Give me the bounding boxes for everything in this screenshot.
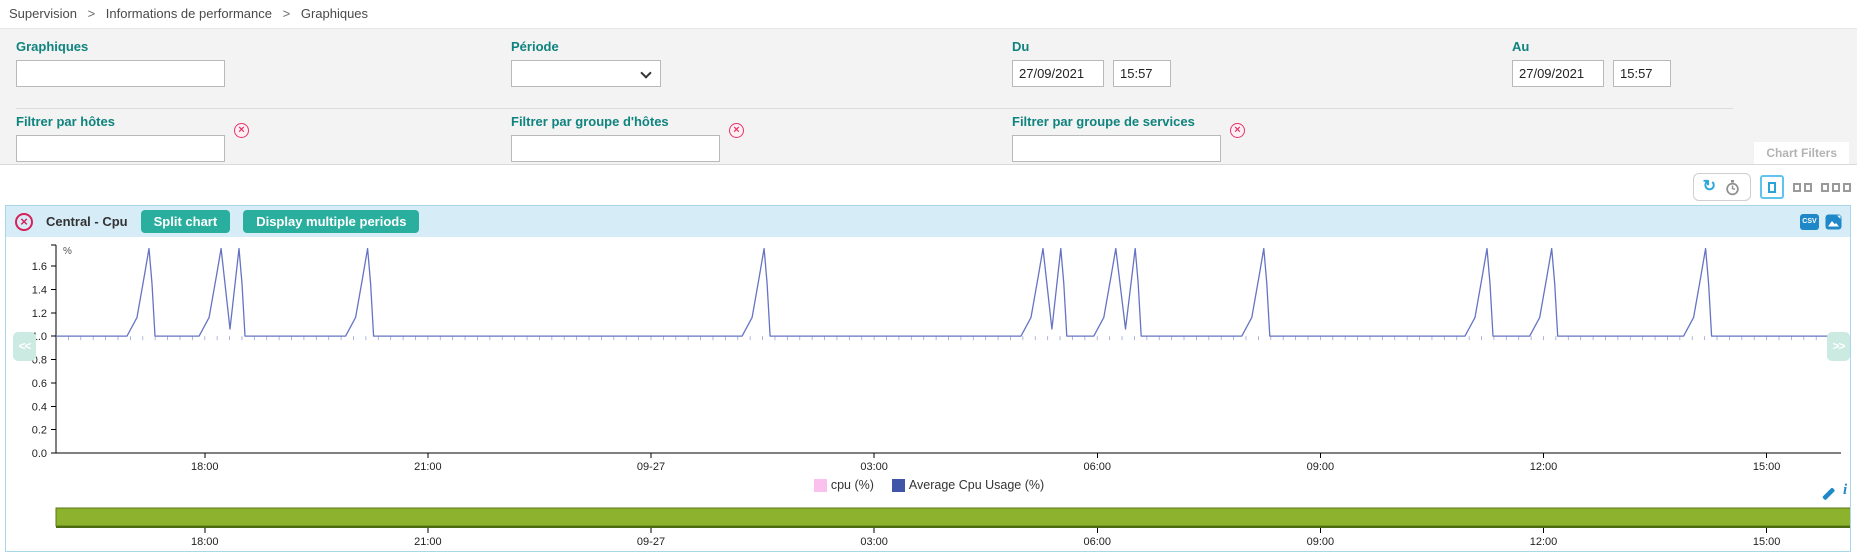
display-multiple-periods-button[interactable]: Display multiple periods <box>243 210 420 233</box>
breadcrumb-item-performance[interactable]: Informations de performance <box>105 6 272 21</box>
panel-divider <box>16 108 1733 109</box>
annotation-pen-icon[interactable] <box>1820 484 1837 501</box>
layout-one-column-button[interactable] <box>1760 175 1784 199</box>
layout-three-columns-button[interactable] <box>1821 182 1851 192</box>
legend-item-average-cpu[interactable]: Average Cpu Usage (%) <box>891 478 1045 492</box>
svg-text:21:00: 21:00 <box>414 536 442 548</box>
chart-filters-tab[interactable]: Chart Filters <box>1754 142 1849 164</box>
filter-hosts-input[interactable] <box>16 135 225 162</box>
refresh-group: ↻ <box>1692 173 1751 201</box>
breadcrumb-item-supervision[interactable]: Supervision <box>9 6 77 21</box>
legend-label-cpu: cpu (%) <box>830 478 874 492</box>
legend-swatch-cpu <box>813 478 827 492</box>
period-label: Période <box>511 39 559 54</box>
period-select[interactable] <box>511 60 661 87</box>
graphs-input[interactable] <box>16 60 225 87</box>
time-range-brush[interactable]: 18:00 21:00 09-27 03:00 06:00 09:00 12:00 15:00 <box>5 501 1851 552</box>
svg-text:21:00: 21:00 <box>414 461 442 473</box>
breadcrumb: Supervision > Informations de performanc… <box>9 6 368 21</box>
chart-legend: cpu (%) Average Cpu Usage (%) <box>6 478 1850 492</box>
filter-servicegroups-input[interactable] <box>1012 135 1221 162</box>
chevron-down-icon <box>640 67 652 79</box>
legend-swatch-average-cpu <box>891 478 905 492</box>
svg-text:09:00: 09:00 <box>1307 461 1335 473</box>
svg-text:1.4: 1.4 <box>32 284 47 296</box>
legend-item-cpu[interactable]: cpu (%) <box>813 478 874 492</box>
filter-servicegroups-label: Filtrer par groupe de services <box>1012 114 1195 129</box>
filter-hostgroups-input[interactable] <box>511 135 720 162</box>
chart-card-header: × Central - Cpu Split chart Display mult… <box>6 206 1850 237</box>
to-time-input[interactable] <box>1613 60 1671 87</box>
svg-text:03:00: 03:00 <box>860 461 888 473</box>
filter-hosts-label: Filtrer par hôtes <box>16 114 115 129</box>
info-icon[interactable]: i <box>1843 482 1848 498</box>
legend-label-average-cpu: Average Cpu Usage (%) <box>908 478 1045 492</box>
svg-text:09-27: 09-27 <box>637 536 665 548</box>
filter-hostgroups-label: Filtrer par groupe d'hôtes <box>511 114 669 129</box>
refresh-icon[interactable]: ↻ <box>1702 178 1716 195</box>
svg-text:09:00: 09:00 <box>1307 536 1335 548</box>
one-column-glyph <box>1768 181 1776 193</box>
svg-text:0.6: 0.6 <box>32 378 47 390</box>
svg-text:03:00: 03:00 <box>860 536 888 548</box>
chart-filters-panel: Graphiques Période Du Au Filtrer par hôt… <box>0 28 1857 165</box>
svg-text:%: % <box>63 246 72 257</box>
svg-text:15:00: 15:00 <box>1753 536 1781 548</box>
svg-text:1.2: 1.2 <box>32 308 47 320</box>
breadcrumb-separator: > <box>87 6 96 21</box>
from-time-input[interactable] <box>1113 60 1171 87</box>
clear-hosts-filter-icon[interactable]: × <box>234 123 249 138</box>
svg-text:09-27: 09-27 <box>637 461 665 473</box>
close-chart-icon[interactable]: × <box>15 212 33 231</box>
to-date-input[interactable] <box>1512 60 1604 87</box>
svg-text:12:00: 12:00 <box>1530 536 1558 548</box>
svg-text:12:00: 12:00 <box>1530 461 1558 473</box>
graphs-label: Graphiques <box>16 39 89 54</box>
svg-text:18:00: 18:00 <box>191 461 219 473</box>
layout-two-columns-button[interactable] <box>1793 182 1812 192</box>
export-csv-icon[interactable]: CSV <box>1800 213 1819 230</box>
clear-hostgroups-filter-icon[interactable]: × <box>729 123 744 138</box>
split-chart-button[interactable]: Split chart <box>140 210 231 233</box>
svg-text:1.6: 1.6 <box>32 261 47 273</box>
from-date-input[interactable] <box>1012 60 1104 87</box>
svg-text:06:00: 06:00 <box>1083 536 1111 548</box>
breadcrumb-separator: > <box>282 6 291 21</box>
chart-card: × Central - Cpu Split chart Display mult… <box>5 205 1851 552</box>
from-label: Du <box>1012 39 1030 54</box>
scroll-right-button[interactable]: >> <box>1827 332 1850 361</box>
to-label: Au <box>1512 39 1530 54</box>
svg-text:18:00: 18:00 <box>191 536 219 548</box>
svg-text:0.4: 0.4 <box>32 401 47 413</box>
period-stopwatch-icon[interactable] <box>1724 179 1741 196</box>
export-image-icon[interactable] <box>1825 214 1842 230</box>
chart-toolbar: ↻ <box>1692 173 1851 201</box>
svg-text:0.0: 0.0 <box>32 448 47 460</box>
svg-text:0.2: 0.2 <box>32 425 47 437</box>
svg-text:15:00: 15:00 <box>1753 461 1781 473</box>
clear-servicegroups-filter-icon[interactable]: × <box>1230 123 1245 138</box>
chart-title: Central - Cpu <box>46 214 128 229</box>
scroll-left-button[interactable]: << <box>13 332 36 361</box>
svg-text:06:00: 06:00 <box>1083 461 1111 473</box>
breadcrumb-item-graphiques[interactable]: Graphiques <box>300 6 369 21</box>
cpu-line-chart[interactable]: 0.00.20.40.60.81.01.21.41.618:00 21:00 09-… <box>5 238 1851 483</box>
